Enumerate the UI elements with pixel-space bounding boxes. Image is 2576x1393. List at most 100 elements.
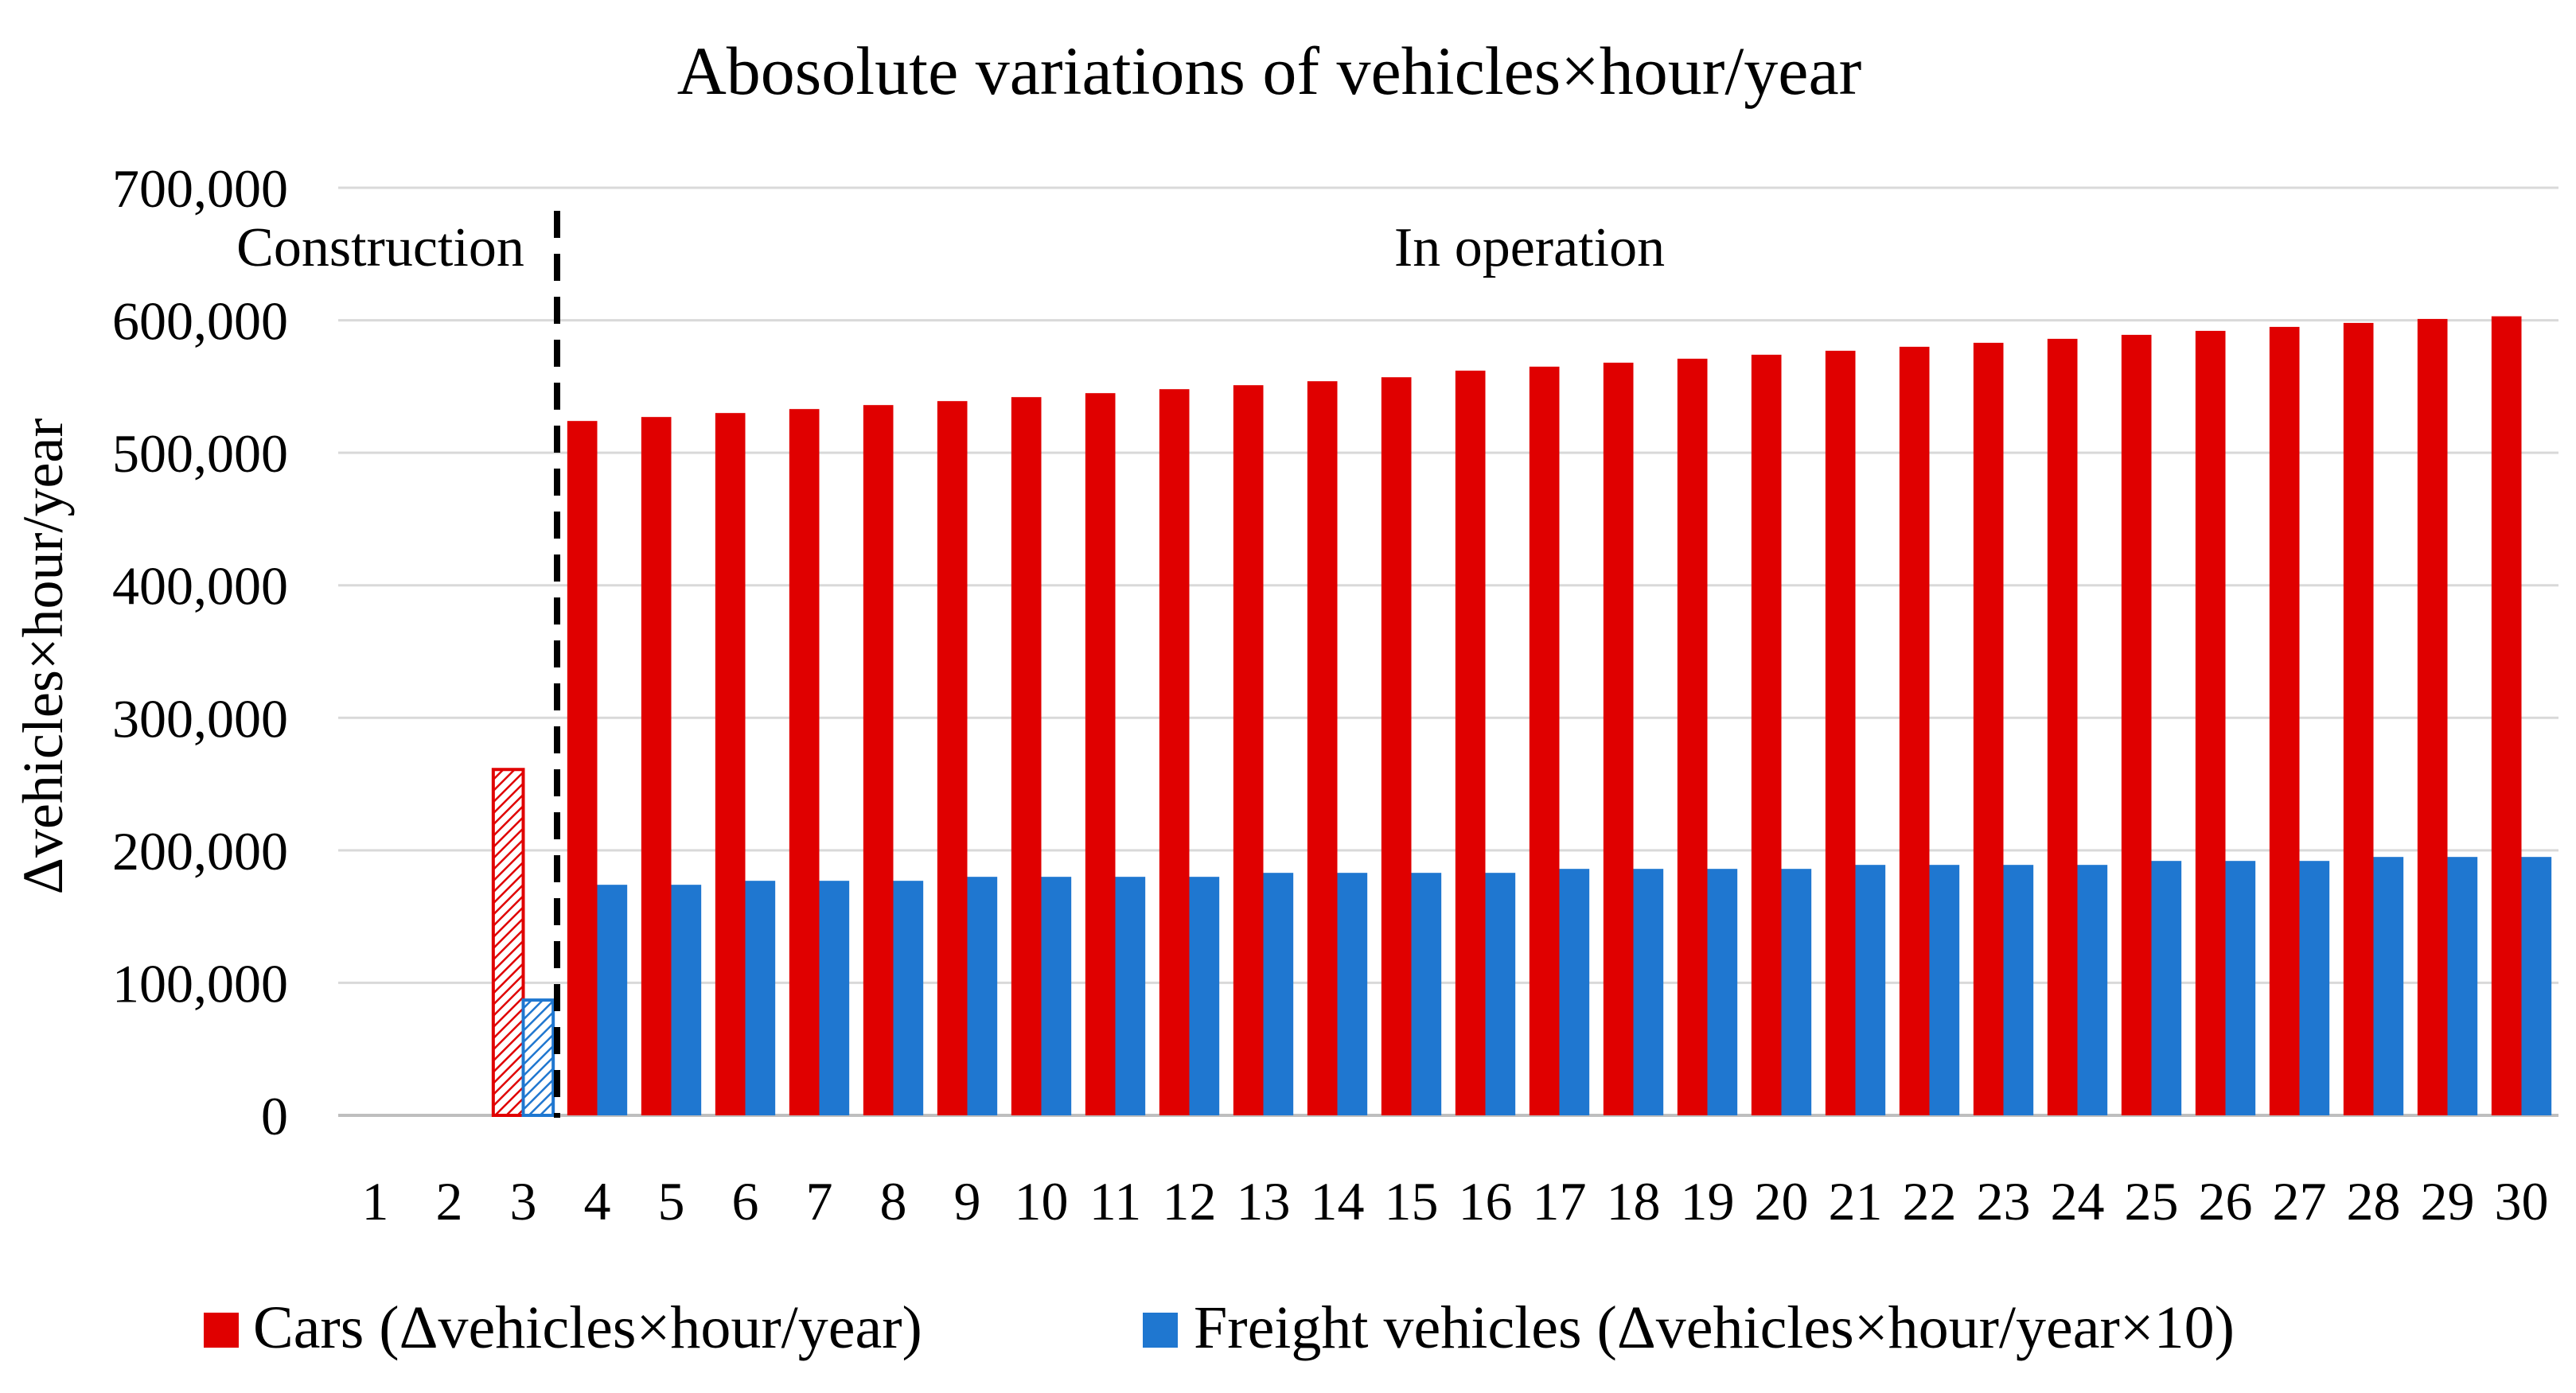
x-tick-label: 6 <box>732 1171 759 1232</box>
bar-cars-30 <box>2491 316 2522 1115</box>
bar-freight-24 <box>2077 865 2108 1115</box>
bar-cars-22 <box>1899 346 1930 1115</box>
bar-cars-15 <box>1381 377 1412 1115</box>
bar-cars-19 <box>1677 358 1708 1115</box>
bar-cars-4 <box>567 421 598 1115</box>
legend-swatch-cars <box>204 1313 239 1348</box>
bar-cars-24 <box>2047 338 2078 1115</box>
bar-cars-28 <box>2343 322 2374 1116</box>
x-tick-label: 12 <box>1163 1171 1217 1232</box>
gridlines <box>338 186 2558 1117</box>
x-tick-label: 4 <box>584 1171 611 1232</box>
chart-title: Abosolute variations of vehicles×hour/ye… <box>677 33 1862 109</box>
y-tick-label: 300,000 <box>112 688 288 749</box>
x-tick-label: 15 <box>1385 1171 1439 1232</box>
bar-cars-8 <box>863 405 894 1116</box>
x-tick-label: 9 <box>954 1171 981 1232</box>
bar-cars-9 <box>937 401 968 1115</box>
bar-cars-7 <box>789 409 820 1115</box>
x-tick-label: 17 <box>1533 1171 1587 1232</box>
bar-freight-28 <box>2373 857 2404 1115</box>
bar-freight-17 <box>1559 869 1590 1115</box>
x-tick-label: 16 <box>1459 1171 1513 1232</box>
bar-freight-20 <box>1781 869 1812 1115</box>
x-tick-label: 21 <box>1829 1171 1883 1232</box>
x-tick-label: 22 <box>1903 1171 1957 1232</box>
bar-cars-3 <box>491 768 525 1118</box>
construction-label: Construction <box>236 217 524 278</box>
bar-cars-10 <box>1011 397 1042 1115</box>
bar-cars-20 <box>1751 354 1782 1115</box>
bar-cars-23 <box>1973 342 2004 1116</box>
x-tick-label: 29 <box>2421 1171 2475 1232</box>
bar-freight-26 <box>2225 861 2256 1115</box>
bar-cars-11 <box>1085 393 1116 1116</box>
x-tick-label: 14 <box>1311 1171 1365 1232</box>
bar-freight-5 <box>671 885 702 1115</box>
bar-cars-16 <box>1455 370 1486 1116</box>
y-axis-ticks: 0 100,000 200,000 300,000 400,000 500,000 600,… <box>112 158 288 1146</box>
bar-cars-17 <box>1529 366 1560 1115</box>
bar-freight-27 <box>2299 861 2330 1115</box>
bar-freight-10 <box>1041 877 1072 1115</box>
legend: Cars (Δvehicles×hour/year) Freight vehic… <box>204 1294 2235 1361</box>
bar-freight-19 <box>1707 869 1738 1115</box>
bar-freight-11 <box>1115 877 1146 1115</box>
bar-cars-29 <box>2417 318 2448 1115</box>
legend-label-freight: Freight vehicles (Δvehicles×hour/year×10… <box>1194 1294 2235 1361</box>
x-tick-label: 20 <box>1755 1171 1809 1232</box>
bar-freight-21 <box>1855 865 1886 1115</box>
bar-freight-16 <box>1485 873 1516 1115</box>
bar-cars-26 <box>2195 330 2226 1115</box>
bar-cars-14 <box>1307 381 1338 1115</box>
y-axis-label: Δvehicles×hour/year <box>11 418 75 895</box>
bar-freight-29 <box>2447 857 2478 1115</box>
x-tick-label: 24 <box>2051 1171 2105 1232</box>
x-tick-label: 28 <box>2347 1171 2401 1232</box>
bar-freight-13 <box>1263 873 1294 1115</box>
bar-freight-18 <box>1633 869 1664 1115</box>
bar-cars-5 <box>641 417 672 1115</box>
x-tick-label: 8 <box>880 1171 907 1232</box>
bars <box>491 316 2552 1118</box>
x-tick-label: 7 <box>806 1171 833 1232</box>
bar-freight-22 <box>1929 865 1960 1115</box>
bar-freight-7 <box>819 881 850 1115</box>
x-tick-label: 18 <box>1607 1171 1661 1232</box>
y-tick-label: 200,000 <box>112 821 288 881</box>
legend-swatch-freight <box>1143 1313 1178 1348</box>
bar-freight-23 <box>2003 865 2034 1115</box>
bar-cars-21 <box>1825 350 1856 1116</box>
y-tick-label: 700,000 <box>112 158 288 219</box>
bar-freight-25 <box>2151 861 2182 1115</box>
y-tick-label: 400,000 <box>112 556 288 617</box>
x-tick-label: 30 <box>2495 1171 2549 1232</box>
bar-cars-27 <box>2269 326 2300 1115</box>
y-tick-label: 0 <box>261 1086 288 1146</box>
bar-cars-25 <box>2121 334 2152 1115</box>
y-tick-label: 600,000 <box>112 291 288 352</box>
bar-freight-14 <box>1337 873 1368 1115</box>
x-tick-label: 23 <box>1977 1171 2031 1232</box>
x-tick-label: 5 <box>658 1171 685 1232</box>
x-tick-label: 10 <box>1015 1171 1069 1232</box>
x-tick-label: 3 <box>510 1171 537 1232</box>
bar-cars-12 <box>1159 389 1190 1115</box>
operation-label: In operation <box>1394 217 1665 278</box>
x-tick-label: 13 <box>1237 1171 1291 1232</box>
x-axis-ticks: 1 2 3 4 5 6 7 8 9 10 11 12 13 14 15 16 17 18 19 20 21 22 23 24 2… <box>362 1171 2549 1232</box>
y-tick-label: 500,000 <box>112 423 288 484</box>
bar-freight-4 <box>597 885 628 1115</box>
x-tick-label: 2 <box>436 1171 463 1232</box>
x-tick-label: 1 <box>362 1171 389 1232</box>
bar-cars-18 <box>1603 362 1634 1116</box>
x-tick-label: 11 <box>1089 1171 1141 1232</box>
bar-freight-30 <box>2521 857 2552 1115</box>
y-tick-label: 100,000 <box>112 953 288 1014</box>
x-tick-label: 27 <box>2273 1171 2327 1232</box>
legend-label-cars: Cars (Δvehicles×hour/year) <box>253 1294 922 1361</box>
bar-cars-13 <box>1233 385 1264 1116</box>
bar-cars-6 <box>715 413 746 1115</box>
